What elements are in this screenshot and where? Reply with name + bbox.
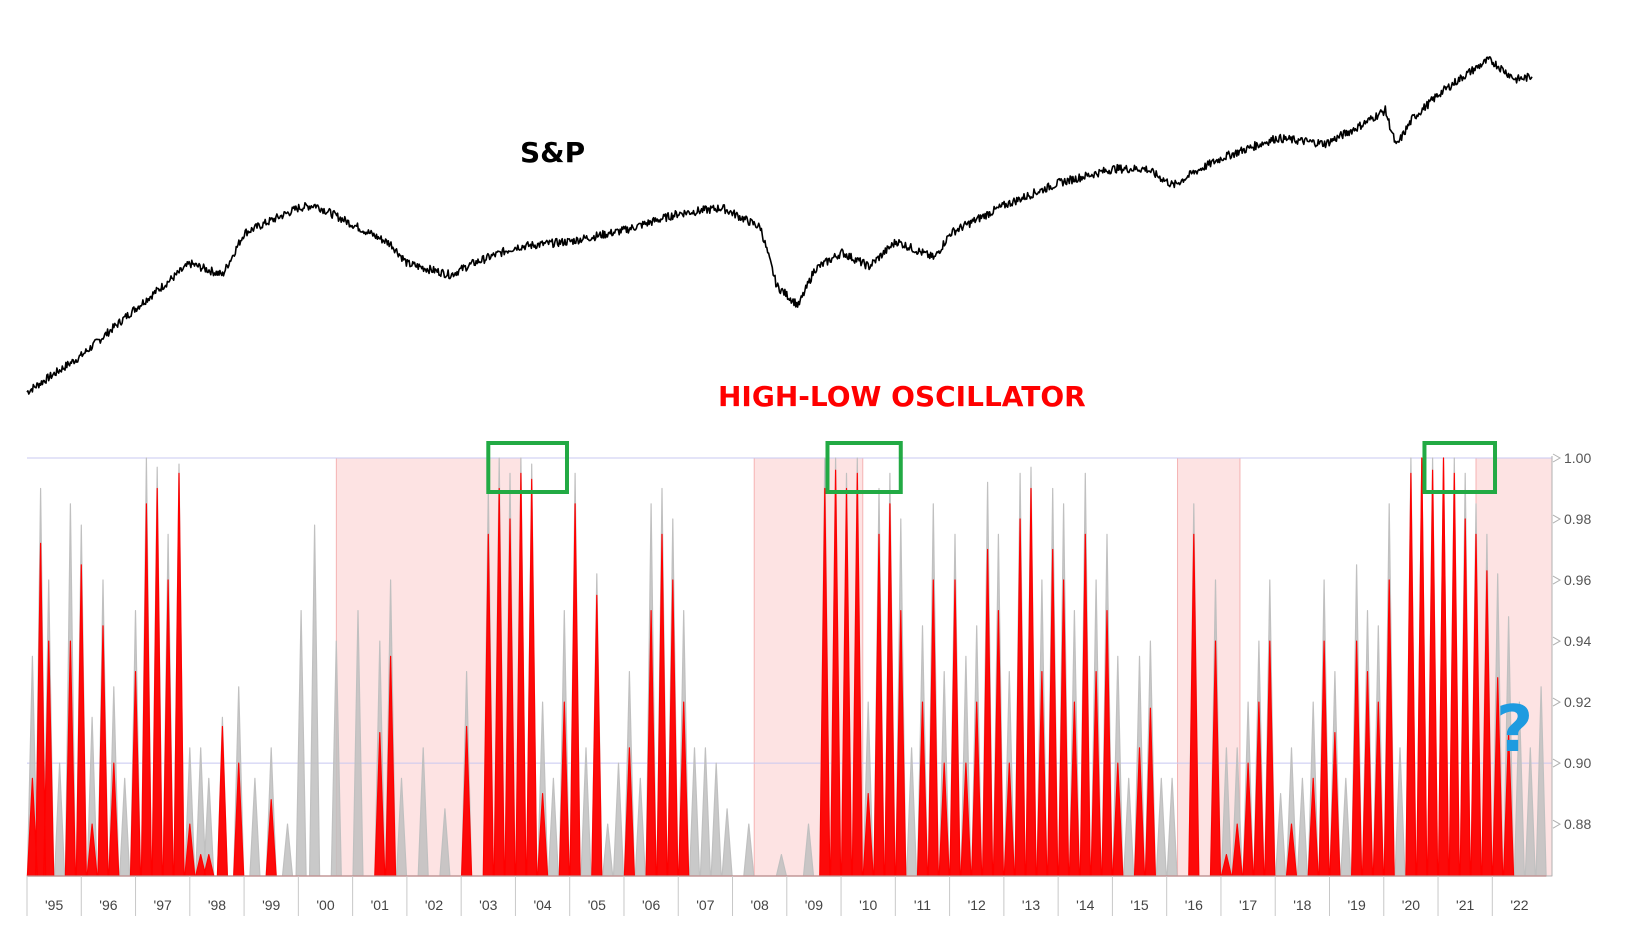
y-tick-mark-3 bbox=[1552, 636, 1562, 646]
x-tick-label-15: '10 bbox=[859, 897, 877, 913]
highlight-box-0 bbox=[486, 441, 569, 494]
x-tick-label-12: '07 bbox=[696, 897, 714, 913]
y-tick-label-5: 0.90 bbox=[1564, 755, 1591, 771]
x-tick-label-0: '95 bbox=[45, 897, 63, 913]
x-tick-label-25: '20 bbox=[1402, 897, 1420, 913]
x-tick-label-14: '09 bbox=[805, 897, 823, 913]
question-mark-annotation: ? bbox=[1496, 693, 1534, 767]
sp-price-line bbox=[26, 56, 1533, 395]
y-tick-mark-0 bbox=[1552, 453, 1562, 463]
oscillator-chart-title: HIGH-LOW OSCILLATOR bbox=[718, 380, 1086, 413]
x-tick-label-22: '17 bbox=[1239, 897, 1257, 913]
x-tick-label-7: '02 bbox=[425, 897, 443, 913]
x-tick-label-9: '04 bbox=[533, 897, 551, 913]
y-tick-label-6: 0.88 bbox=[1564, 816, 1591, 832]
x-tick-label-17: '12 bbox=[968, 897, 986, 913]
x-tick-label-6: '01 bbox=[371, 897, 389, 913]
y-tick-mark-4 bbox=[1552, 697, 1562, 707]
y-tick-mark-5 bbox=[1552, 758, 1562, 768]
y-tick-label-1: 0.98 bbox=[1564, 511, 1591, 527]
x-tick-label-5: '00 bbox=[316, 897, 334, 913]
x-tick-label-19: '14 bbox=[1076, 897, 1094, 913]
y-tick-mark-6 bbox=[1552, 819, 1562, 829]
x-tick-label-26: '21 bbox=[1456, 897, 1474, 913]
shaded-period-2 bbox=[1177, 457, 1241, 877]
x-tick-label-18: '13 bbox=[1022, 897, 1040, 913]
x-tick-label-11: '06 bbox=[642, 897, 660, 913]
x-tick-label-20: '15 bbox=[1130, 897, 1148, 913]
highlight-box-1 bbox=[825, 441, 903, 494]
x-tick-label-21: '16 bbox=[1185, 897, 1203, 913]
x-tick-label-16: '11 bbox=[914, 897, 931, 913]
sp-chart-title: S&P bbox=[520, 136, 586, 169]
x-tick-label-2: '97 bbox=[154, 897, 172, 913]
x-tick-label-23: '18 bbox=[1293, 897, 1311, 913]
x-tick-label-13: '08 bbox=[751, 897, 769, 913]
y-tick-label-2: 0.96 bbox=[1564, 572, 1591, 588]
x-tick-label-8: '03 bbox=[479, 897, 497, 913]
y-tick-label-3: 0.94 bbox=[1564, 633, 1591, 649]
y-tick-mark-1 bbox=[1552, 514, 1562, 524]
x-tick-label-1: '96 bbox=[99, 897, 117, 913]
x-tick-label-27: '22 bbox=[1510, 897, 1528, 913]
shaded-period-0 bbox=[335, 457, 522, 877]
y-tick-label-4: 0.92 bbox=[1564, 694, 1591, 710]
highlight-box-2 bbox=[1422, 441, 1498, 494]
y-tick-label-0: 1.00 bbox=[1564, 450, 1591, 466]
x-tick-label-3: '98 bbox=[208, 897, 226, 913]
x-tick-label-10: '05 bbox=[588, 897, 606, 913]
y-tick-mark-2 bbox=[1552, 575, 1562, 585]
x-tick-label-4: '99 bbox=[262, 897, 280, 913]
x-tick-label-24: '19 bbox=[1348, 897, 1366, 913]
